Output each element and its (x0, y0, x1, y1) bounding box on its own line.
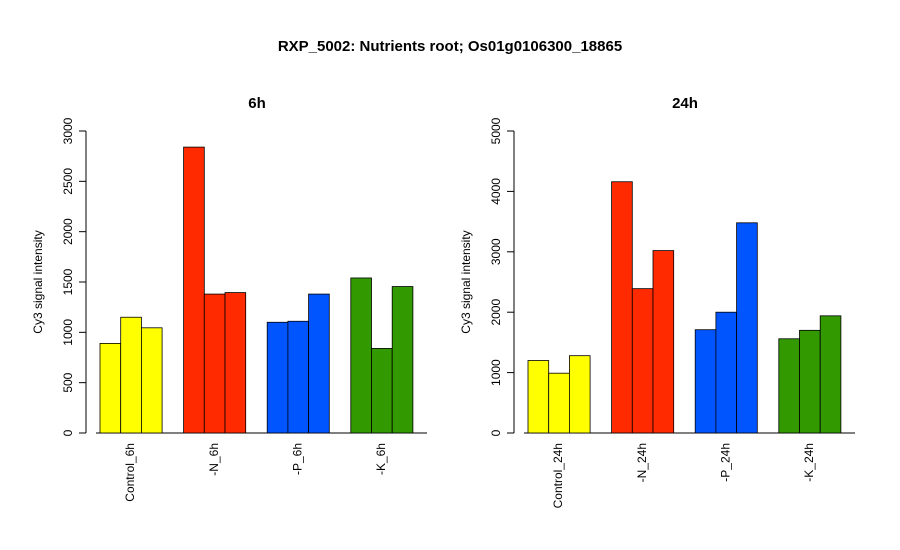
bar (371, 348, 393, 434)
y-tick-label: 3000 (489, 238, 503, 265)
bar (778, 338, 800, 434)
x-category-label: -K_6h (374, 443, 388, 475)
y-tick-label: 3000 (61, 117, 75, 144)
x-category-label: -K_24h (802, 443, 816, 482)
x-category-label: Control_6h (123, 443, 137, 502)
y-tick-label: 4000 (489, 178, 503, 205)
y-axis-label: Cy3 signal intensity (459, 230, 473, 333)
x-category-label: -P_24h (718, 443, 732, 482)
y-tick-label: 1500 (61, 268, 75, 295)
y-tick-label: 2500 (61, 168, 75, 195)
bar (569, 355, 591, 434)
bar (350, 277, 372, 434)
panel-title: 6h (248, 95, 266, 112)
bar (266, 321, 289, 434)
bar (308, 293, 330, 434)
x-category-label: -N_24h (635, 443, 649, 482)
bar (799, 329, 821, 434)
x-category-label: -N_6h (207, 443, 221, 476)
y-tick-label: 1000 (61, 319, 75, 346)
y-tick-label: 0 (489, 429, 503, 436)
bar (694, 329, 717, 434)
y-tick-label: 0 (61, 429, 75, 436)
bar (140, 327, 163, 434)
bar (183, 146, 205, 434)
bar (736, 222, 758, 434)
y-tick-label: 500 (61, 372, 75, 392)
bar (819, 315, 842, 434)
y-tick-label: 2000 (61, 218, 75, 245)
bar (611, 181, 633, 434)
bar (203, 293, 226, 434)
bar (120, 316, 142, 434)
bar (631, 288, 654, 434)
bar (287, 320, 309, 434)
x-category-label: -P_6h (290, 443, 304, 475)
bar (527, 360, 550, 434)
x-category-label: Control_24h (551, 443, 565, 508)
figure-title: RXP_5002: Nutrients root; Os01g0106300_1… (277, 38, 623, 55)
bar (548, 372, 570, 434)
bar (652, 250, 675, 434)
bar (224, 292, 247, 434)
y-tick-label: 5000 (489, 117, 503, 144)
y-tick-label: 1000 (489, 359, 503, 386)
bar (99, 343, 122, 434)
bar (715, 311, 738, 434)
bar (391, 286, 414, 434)
y-axis-label: Cy3 signal intensity (31, 230, 45, 333)
y-tick-label: 2000 (489, 299, 503, 326)
panel-title: 24h (672, 95, 698, 112)
